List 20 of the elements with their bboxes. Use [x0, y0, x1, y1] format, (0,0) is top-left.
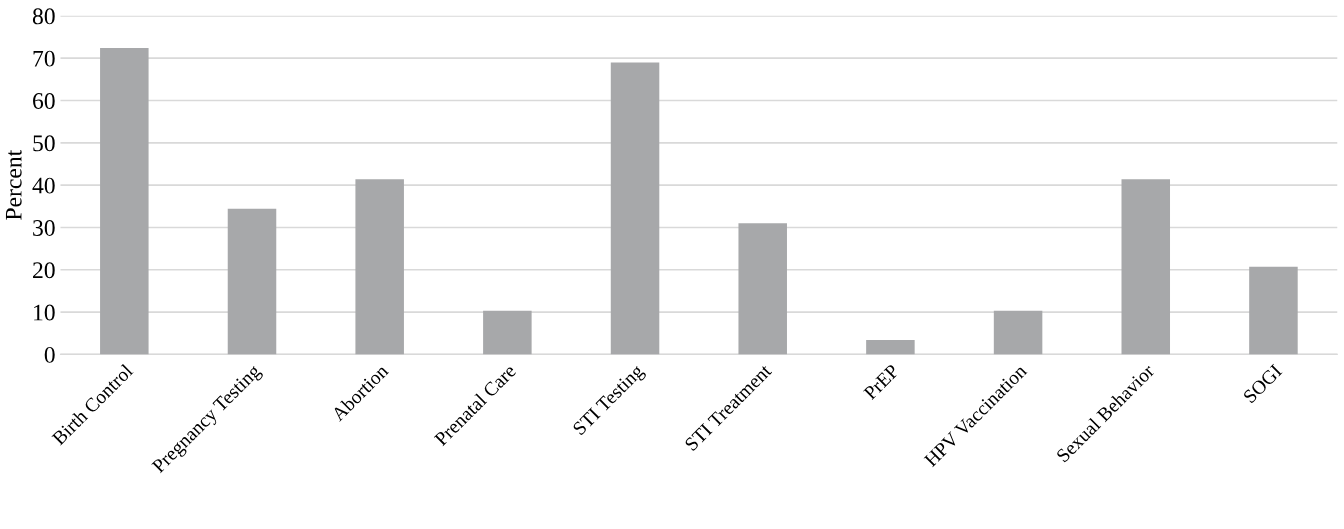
y-tick-label: 70: [33, 50, 55, 67]
y-tick-label: 30: [33, 219, 55, 236]
y-axis-title: Percent: [5, 149, 22, 220]
bar: [1121, 179, 1171, 355]
bar: [738, 223, 787, 355]
bar: [610, 62, 660, 355]
y-tick-label: 50: [33, 135, 55, 152]
bar: [100, 48, 149, 355]
bar: [483, 310, 532, 355]
bar: [355, 179, 404, 355]
y-tick-label: 40: [32, 177, 55, 194]
y-tick-label: 20: [33, 262, 55, 279]
y-tick-label: 10: [34, 304, 55, 321]
bar: [993, 310, 1043, 355]
bar: [227, 208, 277, 355]
y-tick-label: 0: [44, 346, 55, 363]
y-tick-label: 80: [32, 8, 55, 25]
bar: [1249, 266, 1298, 355]
y-tick-label: 60: [33, 93, 55, 109]
bar: [866, 340, 915, 355]
